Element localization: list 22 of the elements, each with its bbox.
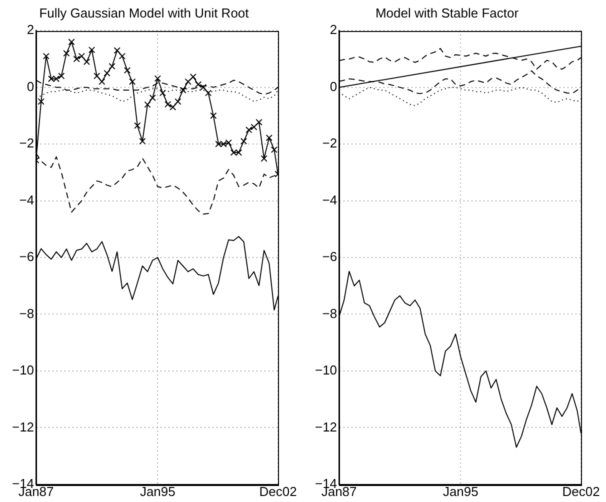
y-tick-label: 2 [330, 22, 338, 38]
x-tick-label: Jan95 [140, 484, 176, 499]
y-tick-label: 0 [26, 78, 34, 94]
y-tick-label: −2 [322, 136, 338, 151]
y-tick-label: −6 [322, 249, 338, 264]
x-tick-label: Dec02 [562, 484, 600, 499]
x-tick-label: Jan95 [442, 484, 478, 499]
y-tick-label: −8 [19, 306, 34, 321]
y-tick-label: −4 [322, 192, 338, 208]
x-tick-label: Dec02 [259, 484, 297, 499]
y-tick-label: −10 [12, 362, 34, 378]
chart-title: Model with Stable Factor [375, 5, 520, 20]
y-tick-label: −12 [12, 419, 34, 434]
y-tick-label: −8 [322, 306, 338, 321]
y-tick-label: 0 [330, 78, 338, 94]
y-tick-label: −2 [19, 136, 34, 151]
y-tick-label: −6 [19, 249, 34, 264]
y-tick-label: 2 [26, 22, 34, 38]
y-tick-label: −4 [19, 192, 34, 208]
y-tick-label: −10 [314, 362, 338, 378]
y-tick-label: −12 [314, 419, 338, 434]
chart-title: Fully Gaussian Model with Unit Root [39, 5, 250, 20]
